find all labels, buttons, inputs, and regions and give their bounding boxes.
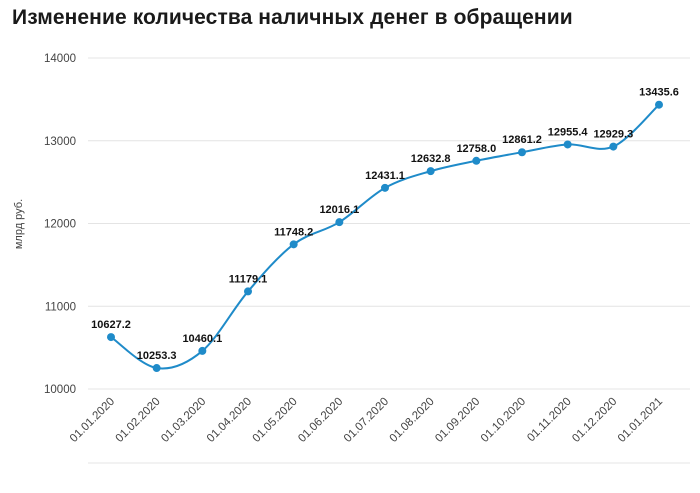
x-tick-label: 01.01.2021 [616,396,665,445]
data-label: 11748.2 [274,226,313,238]
data-point [198,346,207,355]
x-tick-label: 01.12.2020 [570,396,619,445]
data-label: 12632.8 [411,153,451,165]
x-tick-label: 01.01.2020 [68,396,117,445]
y-tick-label: 10000 [44,384,76,396]
x-tick-label: 01.03.2020 [159,396,208,445]
x-tick-label: 01.11.2020 [525,396,574,445]
data-point [518,148,526,157]
data-point [381,183,389,192]
chart-title: Изменение количества наличных денег в об… [12,6,573,29]
data-label: 12431.1 [365,170,405,182]
x-tick-label: 01.08.2020 [388,396,437,445]
data-label: 10253.3 [137,350,177,362]
data-label: 12861.2 [502,134,542,146]
x-tick-label: 01.10.2020 [479,396,528,445]
data-point [335,218,344,227]
data-label: 13435.6 [639,87,679,99]
y-tick-label: 12000 [44,219,76,231]
data-label: 12016.1 [319,204,359,216]
y-axis-label: млрд руб. [13,199,25,249]
x-tick-label: 01.09.2020 [433,396,482,445]
x-tick-label: 01.02.2020 [114,396,163,445]
x-tick-label: 01.06.2020 [296,396,345,445]
data-point [472,156,481,165]
data-point [289,240,298,249]
x-tick-label: 01.05.2020 [251,396,300,445]
y-tick-label: 11000 [45,301,76,313]
data-label: 11179.1 [229,273,268,285]
data-point [655,100,663,109]
data-label: 12929.3 [593,129,633,141]
data-label: 12758.0 [456,143,496,155]
data-point [107,333,115,342]
data-label: 12955.4 [548,126,589,138]
data-label: 10460.1 [182,333,222,345]
x-tick-label: 01.07.2020 [342,396,391,445]
data-point [609,142,618,151]
y-tick-label: 13000 [44,136,76,148]
data-point [563,140,572,149]
data-point [244,287,252,296]
data-point [426,167,435,176]
series-line [110,103,660,370]
x-tick-label: 01.04.2020 [205,396,254,445]
data-label: 10627.2 [91,319,131,331]
y-tick-label: 14000 [44,53,76,65]
data-point [152,364,161,373]
